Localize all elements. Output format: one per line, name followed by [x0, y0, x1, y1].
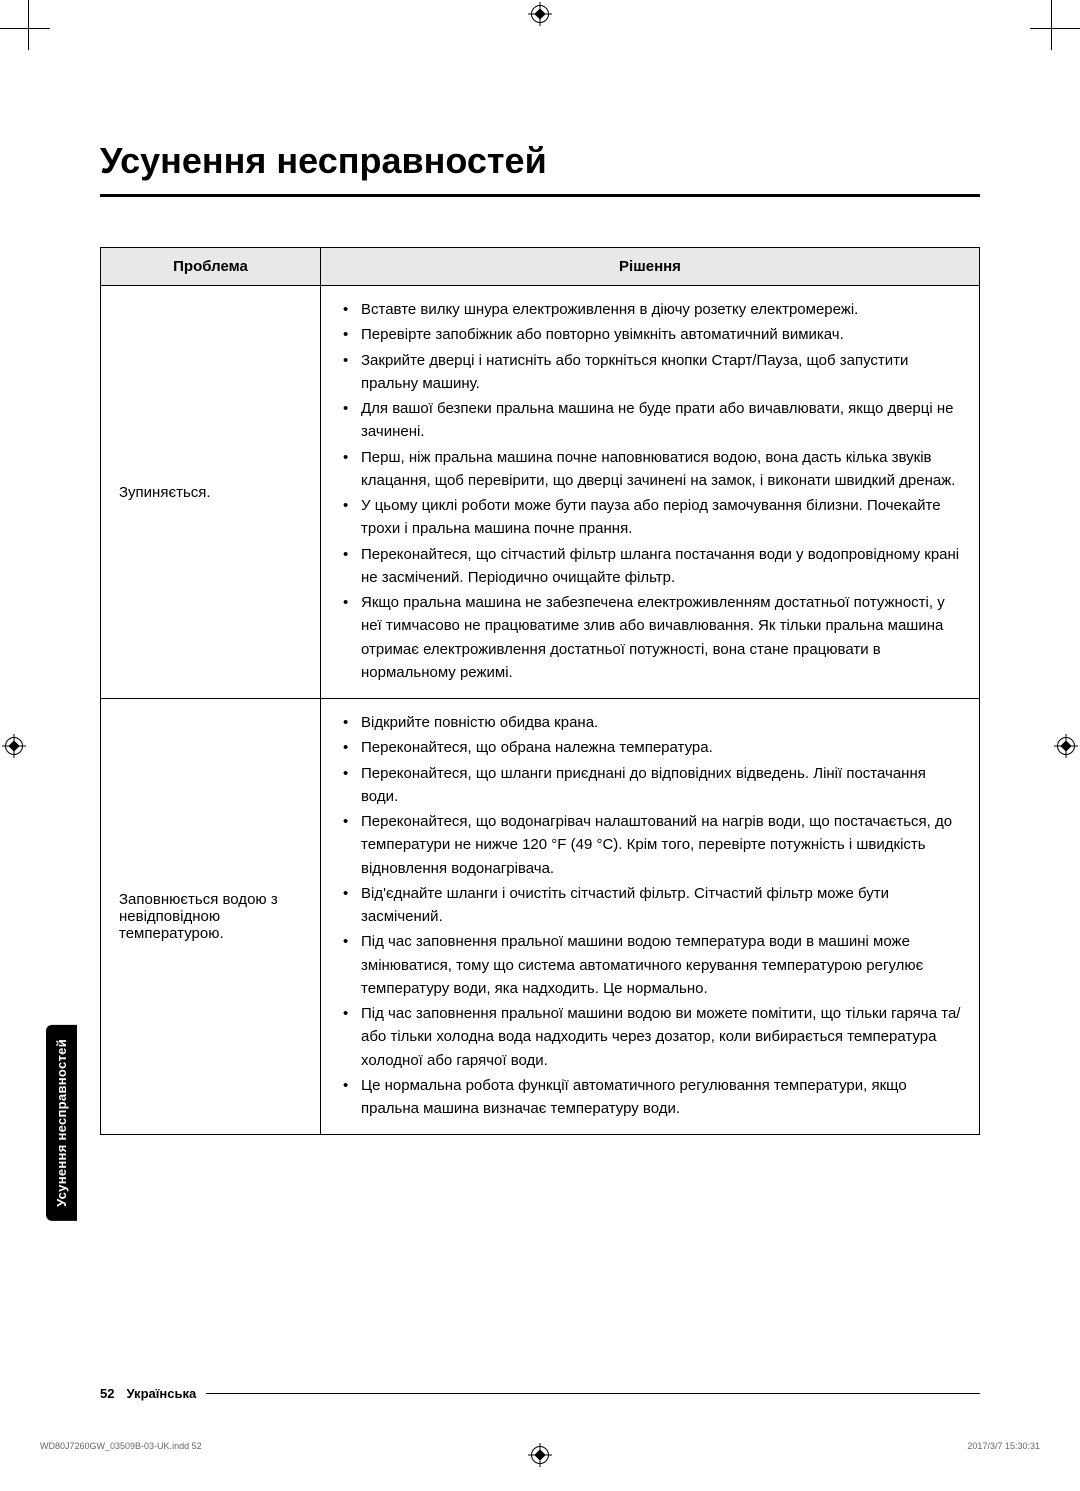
solution-item: Переконайтеся, що водонагрівач налаштова… [339, 810, 961, 880]
side-tab: Усунення несправностей [46, 1025, 77, 1221]
crop-mark [1030, 28, 1080, 29]
crop-mark [1051, 0, 1052, 50]
solution-item: Це нормальна робота функції автоматичног… [339, 1074, 961, 1121]
solution-cell: Вставте вилку шнура електроживлення в ді… [321, 286, 980, 699]
header-problem: Проблема [101, 248, 321, 286]
solution-item: Відкрийте повністю обидва крана. [339, 711, 961, 734]
solution-item: Перевірте запобіжник або повторно увімкн… [339, 323, 961, 346]
page-footer: 52 Українська [100, 1386, 980, 1401]
solution-item: Вставте вилку шнура електроживлення в ді… [339, 298, 961, 321]
crop-mark [0, 28, 50, 29]
header-solution: Рішення [321, 248, 980, 286]
solution-list: Відкрийте повністю обидва крана. Перекон… [339, 711, 961, 1120]
solution-item: Перш, ніж пральна машина почне наповнюва… [339, 446, 961, 493]
solution-cell: Відкрийте повністю обидва крана. Перекон… [321, 699, 980, 1135]
solution-item: Переконайтеся, що шланги приєднані до ві… [339, 762, 961, 809]
solution-item: Під час заповнення пральної машини водою… [339, 930, 961, 1000]
page-title: Усунення несправностей [100, 140, 980, 182]
solution-item: Під час заповнення пральної машини водою… [339, 1002, 961, 1072]
solution-item: Переконайтеся, що сітчастий фільтр шланг… [339, 543, 961, 590]
footer-rule [206, 1393, 980, 1394]
table-row: Заповнюється водою з невідповідною темпе… [101, 699, 980, 1135]
troubleshoot-table: Проблема Рішення Зупиняється. Вставте ви… [100, 247, 980, 1135]
page-number: 52 [100, 1386, 114, 1401]
title-rule [100, 194, 980, 197]
solution-item: Закрийте дверці і натисніть або торкніть… [339, 349, 961, 396]
solution-item: Переконайтеся, що обрана належна темпера… [339, 736, 961, 759]
problem-cell: Зупиняється. [101, 286, 321, 699]
crop-mark [28, 0, 29, 50]
solution-item: Для вашої безпеки пральна машина не буде… [339, 397, 961, 444]
footer-language: Українська [126, 1386, 196, 1401]
solution-item: У цьому циклі роботи може бути пауза або… [339, 494, 961, 541]
solution-item: Якщо пральна машина не забезпечена елект… [339, 591, 961, 684]
footline-left: WD80J7260GW_03509B-03-UK.indd 52 [40, 1441, 202, 1451]
footline-right: 2017/3/7 15:30:31 [967, 1441, 1040, 1451]
problem-cell: Заповнюється водою з невідповідною темпе… [101, 699, 321, 1135]
print-footline: WD80J7260GW_03509B-03-UK.indd 52 2017/3/… [40, 1441, 1040, 1451]
solution-list: Вставте вилку шнура електроживлення в ді… [339, 298, 961, 684]
table-row: Зупиняється. Вставте вилку шнура електро… [101, 286, 980, 699]
solution-item: Від'єднайте шланги і очистіть сітчастий … [339, 882, 961, 929]
